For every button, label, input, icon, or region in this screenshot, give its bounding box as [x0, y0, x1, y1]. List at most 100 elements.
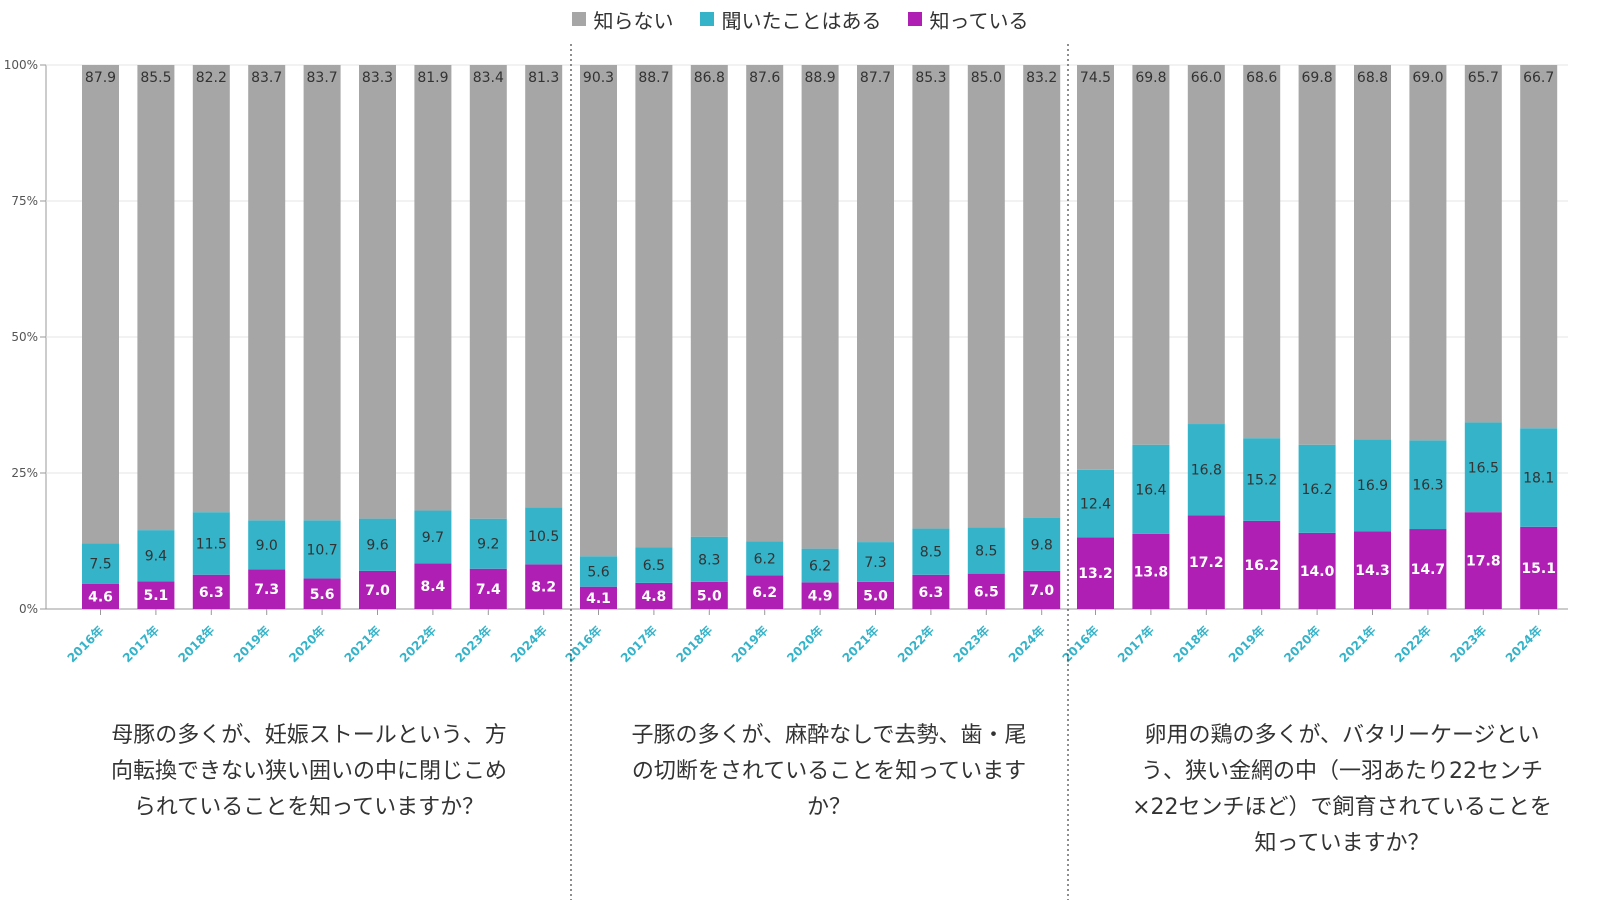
bar-heard	[912, 528, 950, 575]
legend-swatch	[699, 12, 714, 26]
data-label-heard: 16.9	[1357, 478, 1388, 494]
bar-unknown	[1409, 65, 1447, 441]
data-label-heard: 9.4	[145, 549, 167, 565]
bar-heard	[1464, 422, 1502, 513]
data-label-heard: 16.2	[1302, 482, 1333, 498]
bar-known	[192, 574, 230, 609]
bar-known	[1243, 520, 1281, 609]
bar-heard	[82, 543, 119, 584]
legend-label: 知っている	[929, 8, 1029, 33]
legend-swatch	[907, 12, 922, 26]
data-label-known: 16.2	[1244, 558, 1279, 574]
data-label-unknown: 83.4	[473, 70, 504, 86]
data-label-heard: 8.5	[975, 544, 997, 560]
data-label-unknown: 85.0	[971, 70, 1002, 86]
y-tick-label: 50%	[11, 330, 38, 344]
data-label-heard: 5.6	[587, 564, 609, 580]
data-label-known: 15.1	[1521, 561, 1556, 577]
data-label-heard: 11.5	[196, 536, 227, 552]
data-label-unknown: 81.3	[528, 70, 559, 86]
data-label-known: 4.9	[808, 589, 833, 605]
data-label-heard: 6.5	[643, 558, 665, 574]
x-tick-label: 2017年	[119, 623, 162, 666]
bar-heard	[746, 541, 784, 576]
data-label-known: 6.2	[752, 585, 777, 601]
bar-unknown	[580, 65, 617, 557]
data-label-known: 13.8	[1134, 564, 1169, 580]
data-label-unknown: 69.0	[1412, 70, 1443, 86]
data-label-unknown: 85.5	[140, 70, 171, 86]
data-label-heard: 7.5	[89, 557, 111, 573]
data-label-known: 14.3	[1355, 563, 1390, 579]
bar-known	[1023, 570, 1061, 609]
data-label-unknown: 88.7	[638, 70, 669, 86]
bar-known	[1298, 532, 1336, 609]
data-label-unknown: 82.2	[196, 70, 227, 86]
x-tick-label: 2023年	[452, 623, 495, 666]
data-label-unknown: 68.8	[1357, 70, 1388, 86]
bar-heard	[303, 520, 341, 579]
bar-heard	[857, 542, 894, 582]
data-label-unknown: 74.5	[1080, 70, 1111, 86]
legend-item: 知らない	[571, 5, 674, 34]
data-label-heard: 8.5	[920, 545, 942, 561]
bar-heard	[967, 527, 1005, 574]
data-label-known: 7.3	[254, 582, 279, 598]
bar-heard	[1077, 469, 1114, 538]
bar-known	[967, 573, 1005, 609]
data-label-heard: 16.8	[1191, 463, 1222, 479]
bar-unknown	[1187, 65, 1225, 425]
bar-known	[746, 575, 784, 609]
bar-heard	[690, 536, 728, 582]
y-tick-label: 75%	[11, 194, 38, 208]
data-label-known: 5.1	[143, 588, 168, 604]
data-label-unknown: 81.9	[417, 70, 448, 86]
data-label-heard: 18.1	[1523, 470, 1554, 486]
data-label-heard: 10.7	[307, 542, 338, 558]
x-tick-label: 2018年	[1170, 623, 1213, 666]
bar-heard	[1023, 517, 1061, 571]
data-label-known: 17.2	[1189, 555, 1224, 571]
bar-unknown	[469, 65, 507, 519]
chart-legend: 知らない 聞いたことはある 知っている	[0, 4, 1600, 34]
data-label-heard: 15.2	[1246, 473, 1277, 489]
bar-unknown	[414, 65, 452, 511]
data-label-known: 4.6	[88, 589, 113, 605]
data-label-unknown: 68.6	[1246, 70, 1277, 86]
data-label-unknown: 65.7	[1468, 70, 1499, 86]
data-label-heard: 12.4	[1080, 497, 1111, 513]
data-label-heard: 10.5	[528, 529, 559, 545]
bar-known	[635, 582, 673, 609]
data-label-heard: 9.7	[422, 530, 444, 546]
bar-known	[82, 583, 119, 609]
data-label-known: 5.6	[310, 587, 335, 603]
bar-heard	[635, 547, 673, 583]
data-label-known: 13.2	[1078, 566, 1113, 582]
legend-item: 聞いたことはある	[699, 5, 882, 34]
bar-known	[1354, 531, 1391, 609]
data-label-unknown: 85.3	[915, 70, 946, 86]
data-label-unknown: 69.8	[1135, 70, 1166, 86]
caption-sow-stall: 母豚の多くが、妊娠ストールという、方向転換できない狭い囲いの中に閉じこめられてい…	[110, 723, 507, 820]
x-tick-label: 2022年	[396, 623, 439, 666]
x-tick-label: 2017年	[1114, 623, 1157, 666]
bar-known	[1409, 529, 1447, 609]
bar-known	[1077, 537, 1114, 609]
data-label-heard: 6.2	[809, 558, 831, 574]
bar-unknown	[690, 65, 728, 537]
data-label-heard: 16.3	[1412, 478, 1443, 494]
legend-label: 聞いたことはある	[721, 8, 882, 33]
bar-unknown	[967, 65, 1005, 528]
bar-known	[912, 574, 950, 609]
x-tick-label: 2019年	[1225, 623, 1268, 666]
bar-unknown	[635, 65, 673, 548]
x-tick-label: 2021年	[341, 623, 384, 666]
bar-unknown	[746, 65, 784, 542]
bar-unknown	[1023, 65, 1061, 518]
data-label-heard: 16.5	[1468, 460, 1499, 476]
caption-battery-cage: 卵用の鶏の多くが、バタリーケージという、狭い金網の中（一羽あたり22センチ×22…	[1132, 723, 1552, 856]
bar-unknown	[912, 65, 950, 529]
bar-unknown	[1464, 65, 1502, 423]
bar-known	[1187, 515, 1225, 609]
